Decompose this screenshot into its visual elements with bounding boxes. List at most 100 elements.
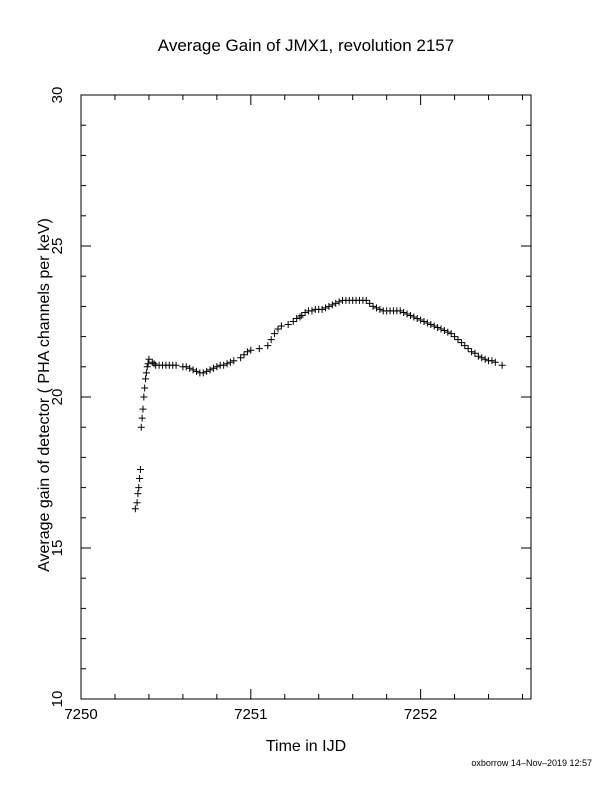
data-point [138, 414, 146, 422]
x-tick-label: 7252 [404, 706, 437, 723]
data-point [220, 361, 228, 369]
data-point [139, 405, 147, 413]
data-point [143, 363, 151, 371]
data-point [471, 349, 479, 357]
data-point [461, 342, 469, 350]
data-point [137, 423, 145, 431]
data-point [369, 302, 377, 310]
data-point [318, 305, 326, 313]
data-point [145, 355, 153, 363]
y-tick-label: 25 [49, 238, 66, 255]
y-tick-label: 15 [49, 540, 66, 557]
data-point [322, 304, 330, 312]
data-point [451, 333, 459, 341]
x-axis-label: Time in IJD [265, 738, 347, 755]
data-point [474, 352, 482, 360]
data-point [172, 361, 180, 369]
data-point [284, 321, 292, 329]
data-point [223, 360, 231, 368]
data-point [454, 336, 462, 344]
data-point [243, 348, 251, 356]
data-point [366, 299, 374, 307]
data-point [457, 339, 465, 347]
data-point [468, 348, 476, 356]
data-point [298, 311, 306, 319]
data-point [434, 324, 442, 332]
data-point [481, 355, 489, 363]
data-point [136, 465, 144, 473]
y-axis-label: Average gain of detector ( PHA channels … [36, 218, 53, 572]
data-point [271, 330, 279, 338]
data-point [186, 364, 194, 372]
data-point [240, 351, 248, 359]
data-point [133, 499, 141, 507]
y-tick-label: 10 [49, 691, 66, 708]
plot-frame [80, 94, 532, 700]
data-point [213, 363, 221, 371]
data-point [325, 302, 333, 310]
data-point [400, 308, 408, 316]
x-tick-label: 7251 [234, 706, 267, 723]
data-point [396, 307, 404, 315]
data-point [372, 304, 380, 312]
data-point [135, 484, 143, 492]
data-point [376, 305, 384, 313]
axis-tick-labels: 7250 7251 7252 10 15 20 25 30 [49, 87, 437, 723]
data-point [296, 313, 304, 321]
data-point [199, 369, 207, 377]
data-point [277, 322, 285, 330]
data-point [247, 346, 255, 354]
data-point [134, 490, 142, 498]
data-point [255, 345, 263, 353]
data-point [417, 316, 425, 324]
data-point [447, 330, 455, 338]
data-point [131, 505, 139, 513]
data-point [144, 360, 152, 368]
data-point [150, 360, 158, 368]
data-point [140, 393, 148, 401]
data-point [264, 342, 272, 350]
footer-credit: oxborrow 14–Nov–2019 12:57 [471, 758, 592, 768]
data-point [335, 298, 343, 306]
data-point [142, 369, 150, 377]
data-point [308, 307, 316, 315]
data-point [192, 367, 200, 375]
data-point [274, 325, 282, 333]
data-point [267, 336, 275, 344]
data-point [444, 328, 452, 336]
y-tick-label: 30 [49, 87, 66, 104]
data-point [437, 325, 445, 333]
x-tick-label: 7250 [64, 706, 97, 723]
data-point [301, 308, 309, 316]
data-point [142, 375, 150, 383]
data-point [332, 299, 340, 307]
y-tick-label: 20 [49, 389, 66, 406]
data-point [430, 322, 438, 330]
data-point [209, 364, 217, 372]
data-point [413, 314, 421, 322]
data-point [427, 321, 435, 329]
data-point [189, 366, 197, 374]
data-point [328, 301, 336, 309]
data-point [206, 366, 214, 374]
data-point [491, 358, 499, 366]
chart-title: Average Gain of JMX1, revolution 2157 [157, 36, 455, 55]
axis-ticks [80, 94, 531, 700]
data-point [406, 311, 414, 319]
data-point [148, 358, 156, 366]
data-point [478, 354, 486, 362]
data-point [498, 361, 506, 369]
data-point [289, 318, 297, 325]
data-point [423, 319, 431, 327]
data-point [440, 327, 448, 335]
data-point [230, 357, 238, 365]
data-point [182, 363, 190, 371]
data-point [141, 384, 149, 392]
data-point [403, 310, 411, 318]
data-point [464, 345, 472, 353]
data-points [131, 296, 506, 513]
data-point [293, 314, 301, 322]
data-point [362, 296, 370, 304]
data-point [488, 357, 496, 365]
